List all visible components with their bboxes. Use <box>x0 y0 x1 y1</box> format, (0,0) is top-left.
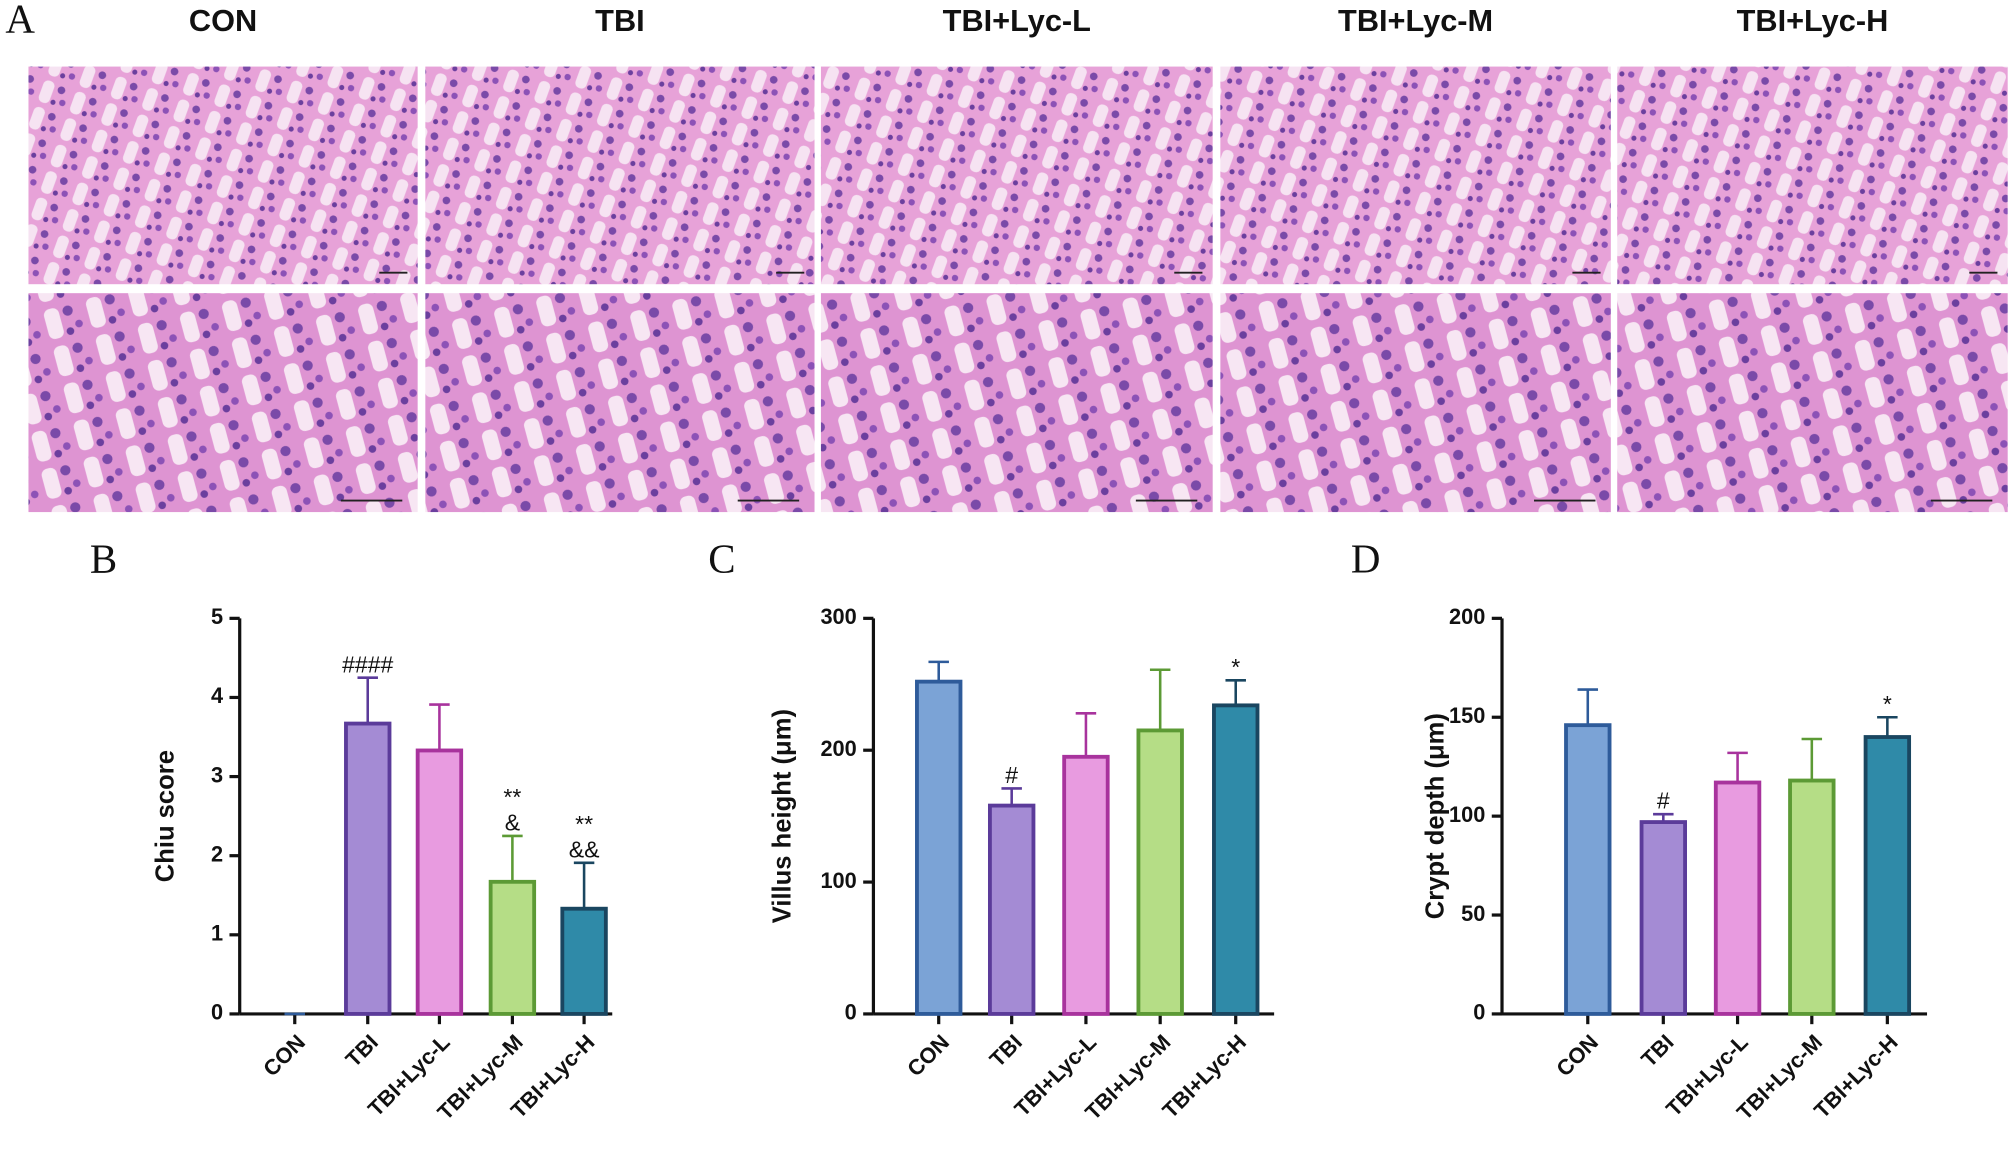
significance-label: # <box>1005 762 1018 788</box>
y-axis-label: Crypt depth (μm) <box>1421 713 1449 919</box>
column-header: TBI+Lyc-M <box>1338 3 1493 38</box>
micrograph <box>1617 293 2008 513</box>
significance-label: * <box>1231 654 1240 680</box>
panel-label: D <box>1351 536 1381 582</box>
micrograph <box>28 293 418 513</box>
y-tick-label: 0 <box>1473 1000 1485 1025</box>
column-header: TBI+Lyc-H <box>1737 3 1889 38</box>
y-tick-label: 200 <box>820 736 856 761</box>
bar <box>1863 735 1912 1016</box>
y-tick-label: 1 <box>211 921 223 946</box>
bar <box>1788 778 1836 1016</box>
column-header: TBI+Lyc-L <box>943 3 1091 38</box>
significance-label: & <box>505 809 520 835</box>
significance-label: # <box>1657 788 1670 814</box>
x-tick-label: TBI <box>341 1029 383 1071</box>
panel-label: B <box>90 536 117 582</box>
y-tick-label: 4 <box>211 683 223 708</box>
y-tick-label: 3 <box>211 762 223 787</box>
y-tick-label: 100 <box>1449 802 1485 827</box>
significance-label: ** <box>575 811 593 837</box>
micrograph <box>425 293 815 513</box>
bar <box>1212 703 1260 1016</box>
y-tick-label: 0 <box>211 1000 223 1025</box>
bar <box>915 679 963 1016</box>
bar <box>1062 754 1110 1016</box>
bar <box>560 906 608 1016</box>
significance-label: #### <box>342 651 393 677</box>
y-tick-label: 2 <box>211 841 223 866</box>
micrograph <box>1220 66 1611 285</box>
panel-label: C <box>708 536 735 582</box>
bar <box>488 879 537 1016</box>
y-tick-label: 5 <box>211 604 223 629</box>
y-axis-label: Villus height (μm) <box>769 709 797 923</box>
bar <box>1564 723 1612 1016</box>
y-axis-label: Chiu score <box>152 750 180 882</box>
histology-panel: CON TBI TBI+Lyc-L TBI+Lyc-M TBI+Lyc-H <box>28 3 2008 513</box>
bar <box>1136 728 1184 1016</box>
micrograph <box>28 66 418 285</box>
x-tick-label: TBI <box>985 1029 1027 1071</box>
bar <box>344 721 392 1016</box>
significance-label: && <box>569 836 600 862</box>
x-tick-label: CON <box>258 1029 310 1081</box>
column-header: CON <box>189 3 257 38</box>
x-tick-label: CON <box>902 1029 954 1081</box>
y-tick-label: 50 <box>1461 901 1485 926</box>
y-tick-label: 300 <box>820 604 856 629</box>
micrograph <box>1220 293 1611 513</box>
bar <box>1639 820 1687 1016</box>
panel-label: A <box>5 0 35 41</box>
micrograph <box>820 66 1213 285</box>
significance-label: ** <box>503 784 521 810</box>
y-tick-label: 0 <box>845 1000 857 1025</box>
x-tick-label: TBI <box>1636 1029 1678 1071</box>
significance-label: * <box>1883 691 1892 717</box>
y-tick-label: 150 <box>1449 703 1485 728</box>
bar <box>1713 780 1762 1016</box>
y-tick-label: 100 <box>820 868 856 893</box>
y-tick-label: 200 <box>1449 604 1485 629</box>
micrograph <box>425 66 815 285</box>
micrograph <box>1617 66 2008 285</box>
bar <box>987 803 1036 1016</box>
x-tick-label: CON <box>1551 1029 1603 1081</box>
bar <box>415 748 464 1016</box>
column-header: TBI <box>595 3 644 38</box>
micrograph <box>820 293 1213 513</box>
